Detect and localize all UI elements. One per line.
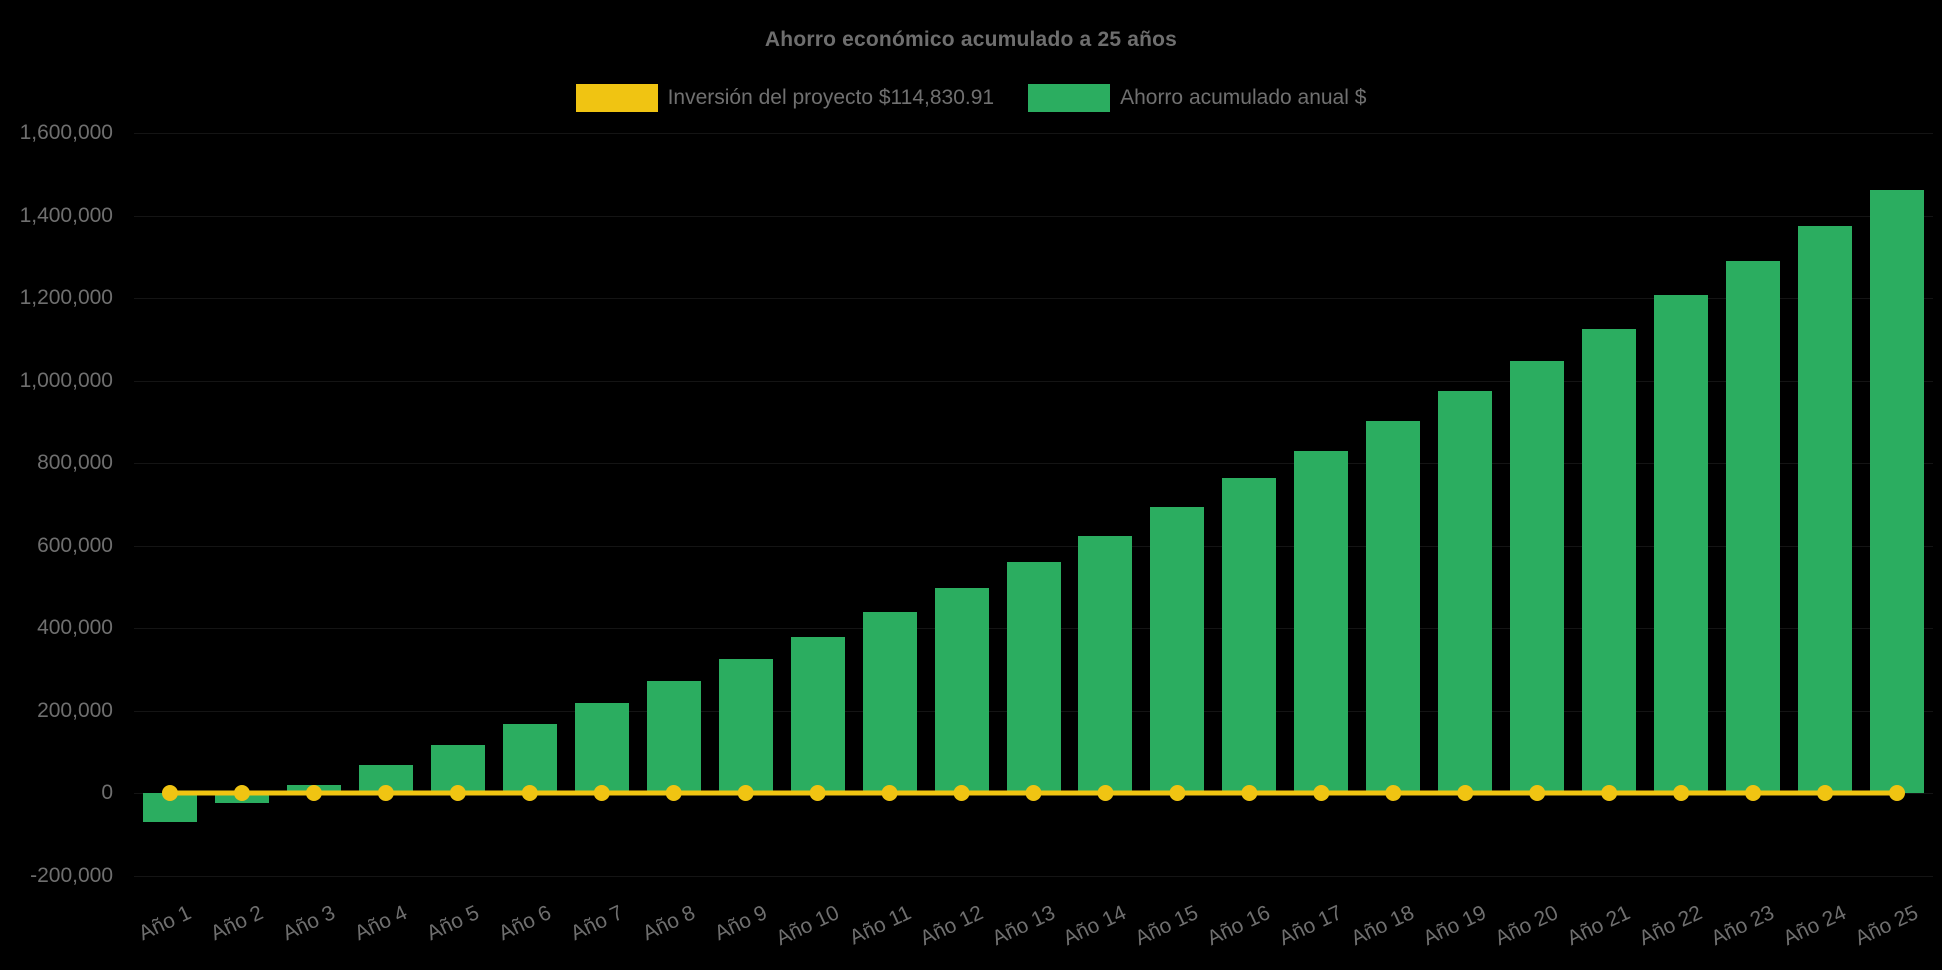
bar-año-5[interactable] [431,745,485,793]
gridline [134,876,1933,877]
legend-item-savings[interactable]: Ahorro acumulado anual $ [1028,84,1366,112]
x-axis-label: Año 2 [207,901,267,946]
x-axis-label: Año 24 [1779,901,1850,951]
gridline [134,216,1933,217]
bar-año-20[interactable] [1510,361,1564,793]
x-axis-label: Año 3 [279,901,339,946]
bar-año-25[interactable] [1870,190,1924,793]
bar-año-7[interactable] [575,703,629,793]
x-axis-label: Año 14 [1059,901,1130,951]
bar-año-15[interactable] [1150,507,1204,793]
legend: Inversión del proyecto $114,830.91 Ahorr… [0,84,1942,112]
y-axis-label: 600,000 [37,534,113,557]
x-axis-label: Año 6 [495,901,555,946]
gridline [134,463,1933,464]
x-axis-label: Año 23 [1707,901,1778,951]
y-axis-label: 1,200,000 [19,286,113,309]
bar-año-4[interactable] [359,765,413,793]
y-axis-label: -200,000 [30,864,113,887]
bar-año-18[interactable] [1366,421,1420,793]
y-axis-label: 0 [101,781,113,804]
legend-swatch-savings-icon [1028,84,1111,112]
x-axis-label: Año 12 [916,901,987,951]
bar-año-3[interactable] [287,785,341,793]
y-axis-label: 400,000 [37,616,113,639]
x-axis-label: Año 7 [567,901,627,946]
x-axis-label: Año 25 [1851,901,1922,951]
legend-label-investment: Inversión del proyecto $114,830.91 [667,86,995,109]
x-axis-label: Año 18 [1347,901,1418,951]
gridline [134,381,1933,382]
y-axis-label: 1,400,000 [19,204,113,227]
x-axis-label: Año 8 [639,901,699,946]
bar-año-12[interactable] [935,588,989,793]
legend-swatch-investment-icon [575,84,658,112]
y-axis-label: 1,000,000 [19,369,113,392]
bar-año-2[interactable] [215,793,269,803]
y-axis-label: 800,000 [37,451,113,474]
x-axis-label: Año 15 [1131,901,1202,951]
x-axis-label: Año 4 [351,901,411,946]
x-axis-label: Año 11 [846,901,915,950]
x-axis-label: Año 20 [1491,901,1562,951]
bar-año-11[interactable] [863,612,917,793]
gridline [134,133,1933,134]
bar-año-16[interactable] [1222,478,1276,793]
bar-año-22[interactable] [1654,295,1708,793]
bar-año-13[interactable] [1007,562,1061,793]
y-axis-label: 1,600,000 [19,121,113,144]
x-axis-label: Año 19 [1419,901,1490,951]
x-axis-label: Año 22 [1635,901,1706,951]
x-axis-label: Año 17 [1275,901,1346,951]
bar-año-10[interactable] [791,637,845,793]
x-axis-label: Año 1 [135,901,195,946]
chart-title: Ahorro económico acumulado a 25 años [764,28,1178,51]
bar-año-14[interactable] [1078,536,1132,793]
bar-año-19[interactable] [1438,391,1492,793]
x-axis-label: Año 9 [711,901,771,946]
y-axis-label: 200,000 [37,699,113,722]
bar-año-8[interactable] [647,681,701,793]
x-axis-label: Año 5 [423,901,483,946]
bar-año-23[interactable] [1726,261,1780,793]
x-axis-label: Año 16 [1203,901,1274,951]
x-axis-label: Año 21 [1563,901,1634,951]
bar-año-9[interactable] [719,659,773,793]
bar-año-21[interactable] [1582,329,1636,793]
legend-item-investment[interactable]: Inversión del proyecto $114,830.91 [575,84,995,112]
bar-año-24[interactable] [1798,226,1852,793]
gridline [134,546,1933,547]
bar-año-6[interactable] [503,724,557,793]
bar-año-1[interactable] [143,793,197,822]
x-axis-label: Año 13 [988,901,1059,951]
bar-año-17[interactable] [1294,451,1348,793]
gridline [134,298,1933,299]
x-axis-label: Año 10 [772,901,843,951]
gridline [134,793,1933,794]
legend-label-savings: Ahorro acumulado anual $ [1120,86,1367,109]
